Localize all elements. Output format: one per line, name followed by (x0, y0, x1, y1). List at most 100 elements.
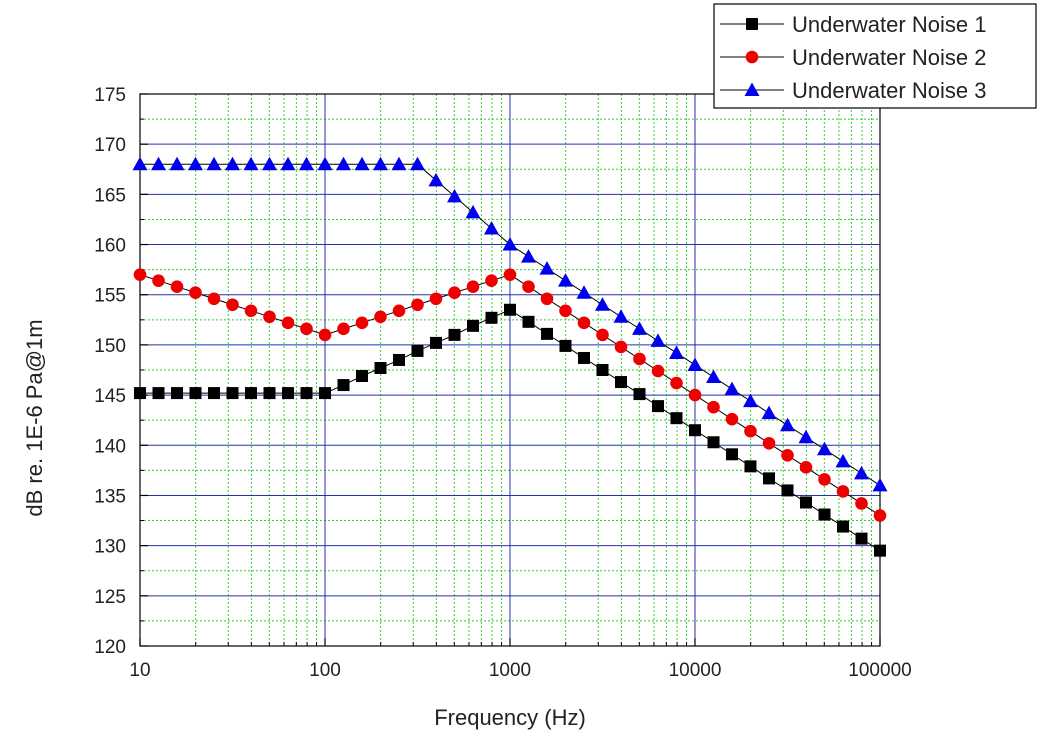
data-point (541, 327, 554, 340)
data-point (596, 328, 609, 342)
data-point (873, 509, 887, 522)
data-point (651, 364, 665, 378)
data-point (354, 156, 370, 171)
data-point (724, 381, 740, 396)
data-point (594, 297, 610, 311)
y-tick-label: 155 (94, 286, 126, 307)
data-point (504, 303, 516, 316)
data-point (133, 268, 147, 281)
data-point (596, 364, 609, 376)
data-point (483, 220, 499, 235)
data-point (298, 156, 314, 171)
series-3 (132, 156, 888, 492)
data-point (206, 156, 222, 171)
data-point (466, 280, 480, 293)
data-point (336, 156, 352, 171)
data-point (243, 156, 259, 171)
data-point (428, 172, 444, 187)
data-point (540, 292, 554, 306)
data-point (725, 412, 739, 426)
data-point (151, 156, 167, 171)
data-point (393, 353, 406, 366)
data-point (762, 436, 776, 450)
data-point (633, 352, 646, 366)
data-point (171, 387, 184, 400)
data-point (853, 465, 869, 480)
data-point (447, 188, 463, 203)
data-point (189, 387, 202, 400)
data-point (726, 448, 739, 461)
data-point (187, 156, 203, 171)
y-tick-label: 170 (94, 135, 126, 156)
legend-label: Underwater Noise 1 (792, 12, 986, 37)
y-tick-label: 130 (94, 537, 126, 558)
data-point (263, 387, 276, 400)
data-point (522, 280, 535, 293)
x-tick-label: 1000 (489, 660, 531, 681)
legend-marker (745, 50, 759, 64)
data-point (670, 376, 683, 390)
data-point (391, 156, 407, 171)
data-point (837, 520, 850, 533)
data-point (763, 472, 776, 485)
y-tick-label: 135 (94, 486, 126, 507)
data-point (337, 379, 350, 392)
data-point (781, 484, 794, 497)
data-point (633, 388, 646, 401)
data-point (706, 369, 722, 384)
data-point (689, 424, 701, 437)
data-point (467, 319, 480, 332)
data-point (668, 345, 684, 359)
legend-marker (746, 18, 758, 30)
y-axis-label: dB re. 1E-6 Pa@1m (22, 319, 47, 516)
data-point (798, 429, 814, 444)
data-point (448, 328, 461, 341)
data-point (799, 461, 813, 474)
data-point (817, 441, 833, 456)
data-point (855, 532, 868, 545)
data-point (744, 424, 757, 438)
data-point (262, 156, 278, 171)
y-tick-label: 175 (94, 85, 126, 106)
data-point (169, 156, 185, 171)
data-point (485, 274, 498, 287)
x-tick-label: 10000 (669, 660, 722, 681)
y-tick-label: 160 (94, 236, 126, 257)
data-point (503, 268, 517, 281)
data-point (226, 387, 239, 400)
data-point (742, 393, 758, 408)
data-point (632, 321, 648, 335)
series-layer (132, 156, 888, 557)
data-point (392, 304, 406, 318)
legend-box (713, 3, 1037, 109)
data-point (707, 400, 720, 414)
axis-ticks (139, 93, 881, 647)
x-tick-label: 10 (129, 660, 150, 681)
data-point (559, 339, 572, 352)
x-axis-label: Frequency (Hz) (434, 705, 586, 730)
data-point (744, 460, 757, 473)
data-point (465, 204, 481, 219)
data-point (152, 387, 165, 400)
data-point (152, 274, 165, 287)
data-point (781, 449, 794, 462)
data-point (244, 304, 258, 318)
data-point (170, 280, 184, 293)
data-point (779, 417, 795, 432)
x-tick-label: 100 (309, 660, 341, 681)
data-point (207, 292, 221, 306)
data-point (539, 261, 555, 275)
data-point (855, 497, 868, 510)
data-point (208, 387, 221, 400)
data-point (411, 298, 424, 312)
data-point (835, 453, 851, 468)
data-point (132, 156, 148, 171)
data-point (319, 387, 331, 400)
data-point (799, 496, 812, 509)
y-tick-label: 120 (94, 637, 126, 658)
data-point (280, 156, 296, 171)
data-point (300, 322, 313, 336)
data-point (429, 336, 442, 349)
legend-label: Underwater Noise 2 (792, 45, 986, 70)
